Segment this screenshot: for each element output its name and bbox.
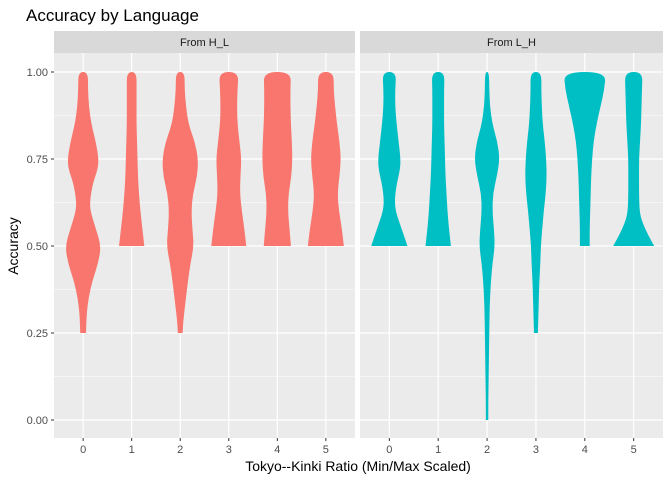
facet-label: From L_H (487, 37, 536, 49)
facet-strip (54, 31, 355, 53)
y-tick-label: 1.00 (27, 67, 48, 79)
x-tick-label: 1 (129, 444, 135, 456)
violin-1 (425, 72, 451, 246)
violin-4 (262, 72, 293, 246)
x-tick-label: 0 (80, 444, 86, 456)
x-tick-label: 0 (386, 444, 392, 456)
y-axis: 0.00 0.25 0.50 0.75 1.00 (27, 67, 54, 427)
y-axis-label: Accuracy (5, 217, 21, 275)
y-tick-label: 0.25 (27, 328, 48, 340)
panel-1: From H_L 0 1 2 3 4 5 (54, 31, 355, 456)
violin-5 (307, 72, 344, 246)
x-tick-label: 5 (323, 444, 329, 456)
x-tick-label: 2 (177, 444, 183, 456)
x-tick-label: 5 (631, 444, 637, 456)
violin-2 (475, 72, 500, 420)
chart-title: Accuracy by Language (26, 6, 199, 25)
x-tick-label: 1 (435, 444, 441, 456)
x-tick-label: 4 (274, 444, 280, 456)
facet-label: From H_L (180, 37, 229, 49)
y-tick-label: 0.50 (27, 241, 48, 253)
violin-4 (564, 72, 606, 246)
violin-2 (162, 72, 198, 333)
y-tick-label: 0.75 (27, 154, 48, 166)
facet-strip (360, 31, 663, 53)
violin-3 (211, 72, 247, 246)
x-axis-label: Tokyo--Kinki Ratio (Min/Max Scaled) (245, 458, 471, 474)
violin-1 (119, 72, 145, 246)
x-tick-label: 3 (226, 444, 232, 456)
panel-2: From L_H 0 1 2 3 4 5 (360, 31, 663, 456)
violin-3 (525, 72, 547, 333)
violin-0 (371, 72, 408, 246)
x-tick-label: 2 (484, 444, 490, 456)
y-tick-label: 0.00 (27, 415, 48, 427)
x-tick-label: 3 (533, 444, 539, 456)
violin-0 (66, 72, 101, 333)
x-tick-label: 4 (582, 444, 588, 456)
violin-5 (613, 72, 655, 246)
